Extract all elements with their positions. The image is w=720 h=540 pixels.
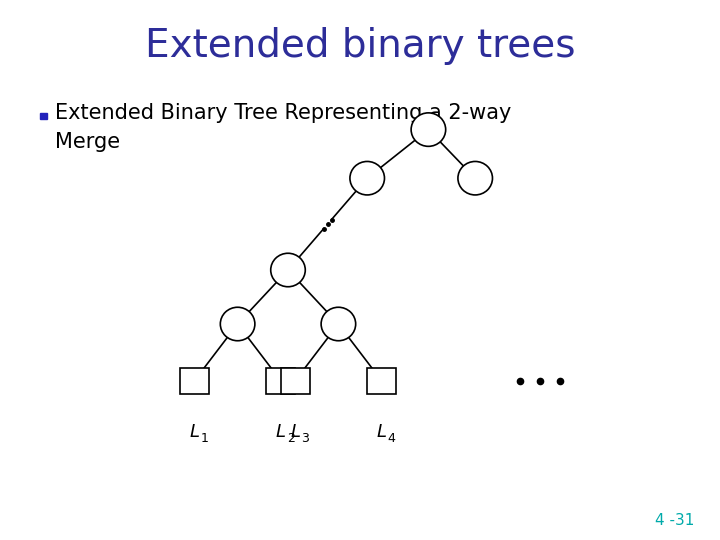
Ellipse shape [321,307,356,341]
Text: $L$: $L$ [275,423,287,441]
Ellipse shape [350,161,384,195]
Text: 2: 2 [287,432,294,445]
Text: 4 -31: 4 -31 [655,513,695,528]
Bar [266,368,295,394]
Ellipse shape [271,253,305,287]
Bar [180,368,209,394]
Ellipse shape [220,307,255,341]
Text: 4: 4 [388,432,395,445]
Bar [40,113,47,119]
Text: $L$: $L$ [189,423,200,441]
Text: 3: 3 [302,432,309,445]
Text: Extended Binary Tree Representing a 2-way: Extended Binary Tree Representing a 2-wa… [55,103,512,124]
Text: 1: 1 [201,432,208,445]
Text: $L$: $L$ [376,423,387,441]
Ellipse shape [411,113,446,146]
Bar [367,368,396,394]
Text: $L$: $L$ [289,423,301,441]
Bar [281,368,310,394]
Ellipse shape [458,161,492,195]
Text: Merge: Merge [55,132,120,152]
Text: Extended binary trees: Extended binary trees [145,27,575,65]
